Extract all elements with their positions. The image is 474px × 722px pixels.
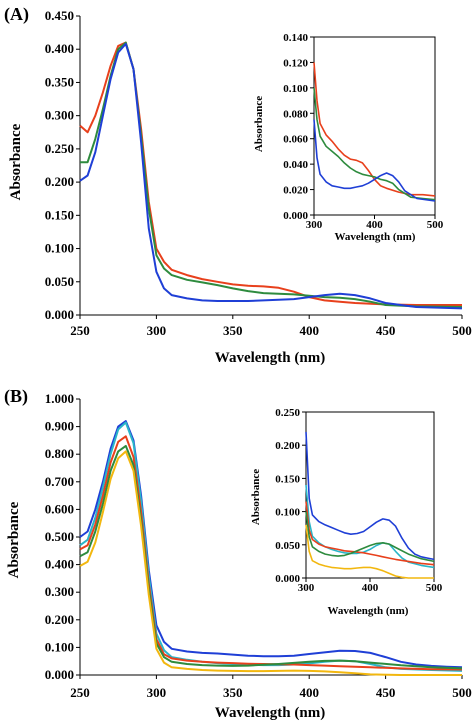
panel-a-inset-y-tick-label: 0.000	[283, 210, 308, 222]
panel-a-inset-y-tick-label: 0.060	[283, 134, 308, 146]
panel-b-y-axis-label: Absorbance	[6, 501, 22, 578]
panel-b-inset-series-line-yellow	[305, 524, 434, 579]
panel-a-y-tick-label: 0.200	[45, 174, 74, 189]
panel-b-main-plot: 0.000 0.100 0.200 0.300 0.400 0.500 0.600 0.700…	[45, 391, 472, 700]
panel-a-inset-series-line-red	[313, 62, 436, 197]
panel-b-x-tick-label: 300	[147, 685, 167, 700]
panel-b-series-line-yellow	[79, 450, 462, 676]
panel-a-inset-y-tick-label: 0.100	[283, 83, 308, 95]
panel-b-x-tick-label: 500	[452, 685, 472, 700]
panel-b-inset: 0.000 0.050 0.100 0.150 0.200 0.250 300 400 500	[275, 407, 443, 594]
panel-a-inset-y-tick-label: 0.040	[283, 159, 308, 171]
panel-b-y-tick-label: 0.600	[45, 501, 74, 516]
panel-b-inset-y-tick-label: 0.100	[275, 507, 300, 519]
panel-a-inset-x-tick-label: 400	[366, 219, 383, 231]
panel-b-y-tick-label: 0.900	[45, 419, 74, 434]
panel-b-inset-y-tick-label: 0.000	[275, 573, 300, 585]
panel-a-x-tick-label: 500	[452, 323, 472, 338]
panel-a-label: (A)	[4, 4, 29, 25]
panel-b-inset-series-line-blue	[305, 431, 435, 561]
panel-b-series-line-green	[79, 444, 463, 670]
panel-b-x-axis-label: Wavelength (nm)	[215, 705, 325, 721]
panel-b-y-tick-label: 0.300	[45, 584, 74, 599]
panel-a-x-tick-label: 250	[70, 323, 90, 338]
panel-a-inset-y-tick-label: 0.140	[283, 32, 308, 44]
panel-b-inset-y-tick-label: 0.150	[275, 473, 300, 485]
panel-b-inset-x-axis-label: Wavelength (nm)	[328, 605, 409, 617]
panel-b-x-tick-label: 450	[376, 685, 396, 700]
panel-b-x-tick-label: 250	[70, 685, 90, 700]
panel-a-inset-series-line-green	[313, 87, 436, 201]
panel-b-y-tick-label: 1.000	[45, 391, 74, 406]
panel-a-y-tick-label: 0.400	[45, 41, 74, 56]
panel-b-inset-series-line-green	[305, 511, 435, 563]
panel-b-y-tick-label: 0.200	[45, 612, 74, 627]
panel-a-y-tick-label: 0.150	[45, 207, 74, 222]
panel-a-inset-y-axis-label: Absorbance	[253, 96, 265, 152]
panel-a-series-line-blue	[79, 42, 463, 310]
panel-b-label: (B)	[4, 386, 28, 407]
panel-a-y-tick-label: 0.250	[45, 141, 74, 156]
panel-a-y-tick-label: 0.050	[45, 274, 74, 289]
panel-b-y-tick-label: 0.100	[45, 639, 74, 654]
panel-b-inset-y-tick-label: 0.200	[275, 440, 300, 452]
panel-b-inset-frame	[305, 411, 435, 579]
panel-b-x-tick-label: 400	[299, 685, 319, 700]
panel-b-inset-y-tick-label: 0.050	[275, 540, 300, 552]
panel-a-x-tick-label: 300	[147, 323, 167, 338]
panel-a-y-tick-label: 0.450	[45, 8, 74, 23]
panel-b: (B) Absorbance Wavelength (nm) 0.000 0.10…	[4, 386, 472, 721]
panel-b-x-tick-label: 350	[223, 685, 243, 700]
panel-b-y-tick-label: 0.500	[45, 529, 74, 544]
panel-a-inset-y-tick-label: 0.020	[283, 185, 308, 197]
panel-a-inset-x-tick-label: 300	[306, 219, 323, 231]
panel-b-inset-series-line-red	[305, 501, 435, 566]
panel-a-y-axis-label: Absorbance	[8, 123, 24, 200]
panel-b-inset-x-tick-label: 300	[298, 582, 315, 594]
panel-b-inset-x-tick-label: 400	[362, 582, 379, 594]
panel-a-x-axis-label: Wavelength (nm)	[215, 350, 325, 366]
panel-b-y-tick-label: 0.400	[45, 557, 74, 572]
panel-b-y-tick-label: 0.800	[45, 446, 74, 461]
panel-b-series-line-blue	[79, 420, 463, 669]
panel-a-inset-x-tick-label: 500	[427, 219, 444, 231]
panel-a-inset-y-tick-label: 0.080	[283, 108, 308, 120]
panel-a-x-tick-label: 450	[376, 323, 396, 338]
panel-a-x-tick-label: 350	[223, 323, 243, 338]
panel-a-inset-frame	[313, 36, 436, 216]
panel-a-x-tick-label: 400	[299, 323, 319, 338]
panel-b-inset-y-axis-label: Absorbance	[250, 469, 262, 525]
panel-a-series-line-red	[79, 41, 462, 306]
panel-a-y-tick-label: 0.300	[45, 108, 74, 123]
panel-a-y-tick-label: 0.000	[45, 307, 74, 322]
panel-a-inset-series-line-blue	[313, 119, 436, 202]
panel-b-inset-x-tick-label: 500	[426, 582, 443, 594]
panel-b-y-tick-label: 0.000	[45, 667, 74, 682]
panel-b-inset-y-tick-label: 0.250	[275, 407, 300, 419]
panel-a-y-tick-label: 0.350	[45, 74, 74, 89]
panel-a-inset-x-axis-label: Wavelength (nm)	[335, 231, 416, 243]
panel-b-series-line-red	[79, 435, 463, 671]
panel-a-main-plot: 0.000 0.050 0.100 0.150 0.200 0.250 0.300 0.350…	[45, 8, 472, 338]
panel-a: (A) Absorbance Wavelength (nm) 0.000 0.05…	[4, 4, 472, 366]
panel-b-y-tick-label: 0.700	[45, 474, 74, 489]
panel-a-y-tick-label: 0.100	[45, 241, 74, 256]
panel-a-inset-y-tick-label: 0.120	[283, 57, 308, 69]
panel-a-inset: 0.000 0.020 0.040 0.060 0.080 0.100 0.120 0.140…	[283, 32, 444, 231]
